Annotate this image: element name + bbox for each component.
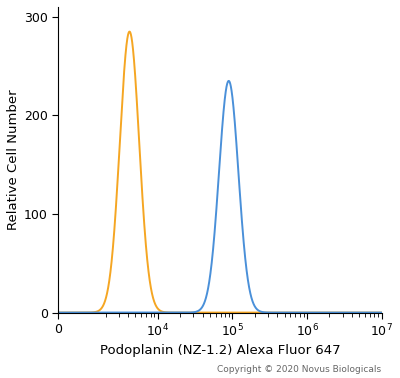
X-axis label: Podoplanin (NZ-1.2) Alexa Fluor 647: Podoplanin (NZ-1.2) Alexa Fluor 647 xyxy=(100,344,340,357)
Y-axis label: Relative Cell Number: Relative Cell Number xyxy=(7,90,20,230)
Text: Copyright © 2020 Novus Biologicals: Copyright © 2020 Novus Biologicals xyxy=(218,364,382,373)
